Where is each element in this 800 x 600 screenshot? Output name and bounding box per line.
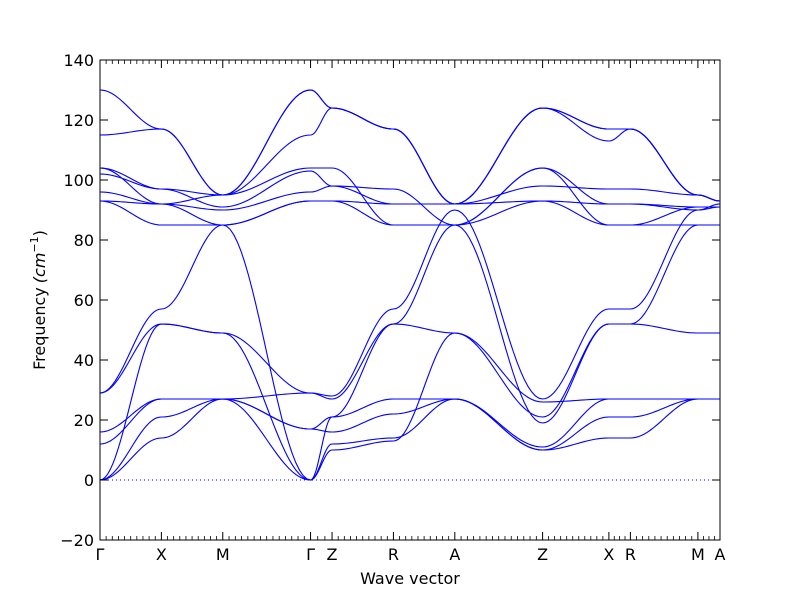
x-tick-label: R [625, 545, 636, 564]
band-line-13 [99, 107, 721, 205]
y-tick-label: −20 [60, 531, 94, 550]
x-tick-label: R [388, 545, 399, 564]
band-line-11 [99, 167, 720, 226]
band-line-6 [99, 206, 721, 400]
band-line-9 [99, 200, 721, 226]
x-tick-label: Z [537, 545, 548, 564]
x-minor-ticks [105, 60, 715, 540]
band-line-12 [99, 167, 720, 226]
y-tick-label: 80 [74, 231, 94, 250]
x-tick-label: Γ [306, 545, 315, 564]
y-axis-label-close: ) [30, 230, 49, 236]
y-tick-label: 60 [74, 291, 94, 310]
y-tick-label: 40 [74, 351, 94, 370]
x-tick-label: X [156, 545, 167, 564]
y-tick-label: 20 [74, 411, 94, 430]
x-tick-label: Γ [96, 545, 105, 564]
band-line-5 [99, 323, 720, 433]
band-line-14 [99, 89, 721, 205]
band-line-1 [99, 398, 720, 481]
y-tick-label: 0 [84, 471, 94, 490]
x-tick-label: A [715, 545, 726, 564]
y-axis-label-exp: −1 [28, 236, 41, 252]
band-line-2 [99, 398, 720, 481]
x-tick-label: A [449, 545, 460, 564]
y-axis-ticks: −20 0 20 40 60 80 100 120 140 [60, 51, 720, 550]
x-tick-label: X [603, 545, 614, 564]
y-axis-label-unit: (cm [30, 253, 49, 284]
band-line-8 [99, 200, 720, 226]
band-line-10 [99, 185, 721, 211]
band-lines [99, 89, 721, 481]
x-tick-label: M [691, 545, 705, 564]
band-line-3 [99, 323, 720, 481]
plot-frame [99, 59, 721, 541]
y-tick-label: 120 [63, 111, 94, 130]
x-axis-label: Wave vector [360, 569, 460, 588]
y-tick-label: 140 [63, 51, 94, 70]
band-line-7 [99, 224, 720, 481]
y-axis-label: Frequency (cm−1) [28, 230, 49, 370]
band-line-15 [99, 89, 721, 205]
x-tick-label: Z [327, 545, 338, 564]
y-axis-label-text: Frequency [30, 287, 49, 370]
y-tick-label: 100 [63, 171, 94, 190]
x-tick-label: M [216, 545, 230, 564]
